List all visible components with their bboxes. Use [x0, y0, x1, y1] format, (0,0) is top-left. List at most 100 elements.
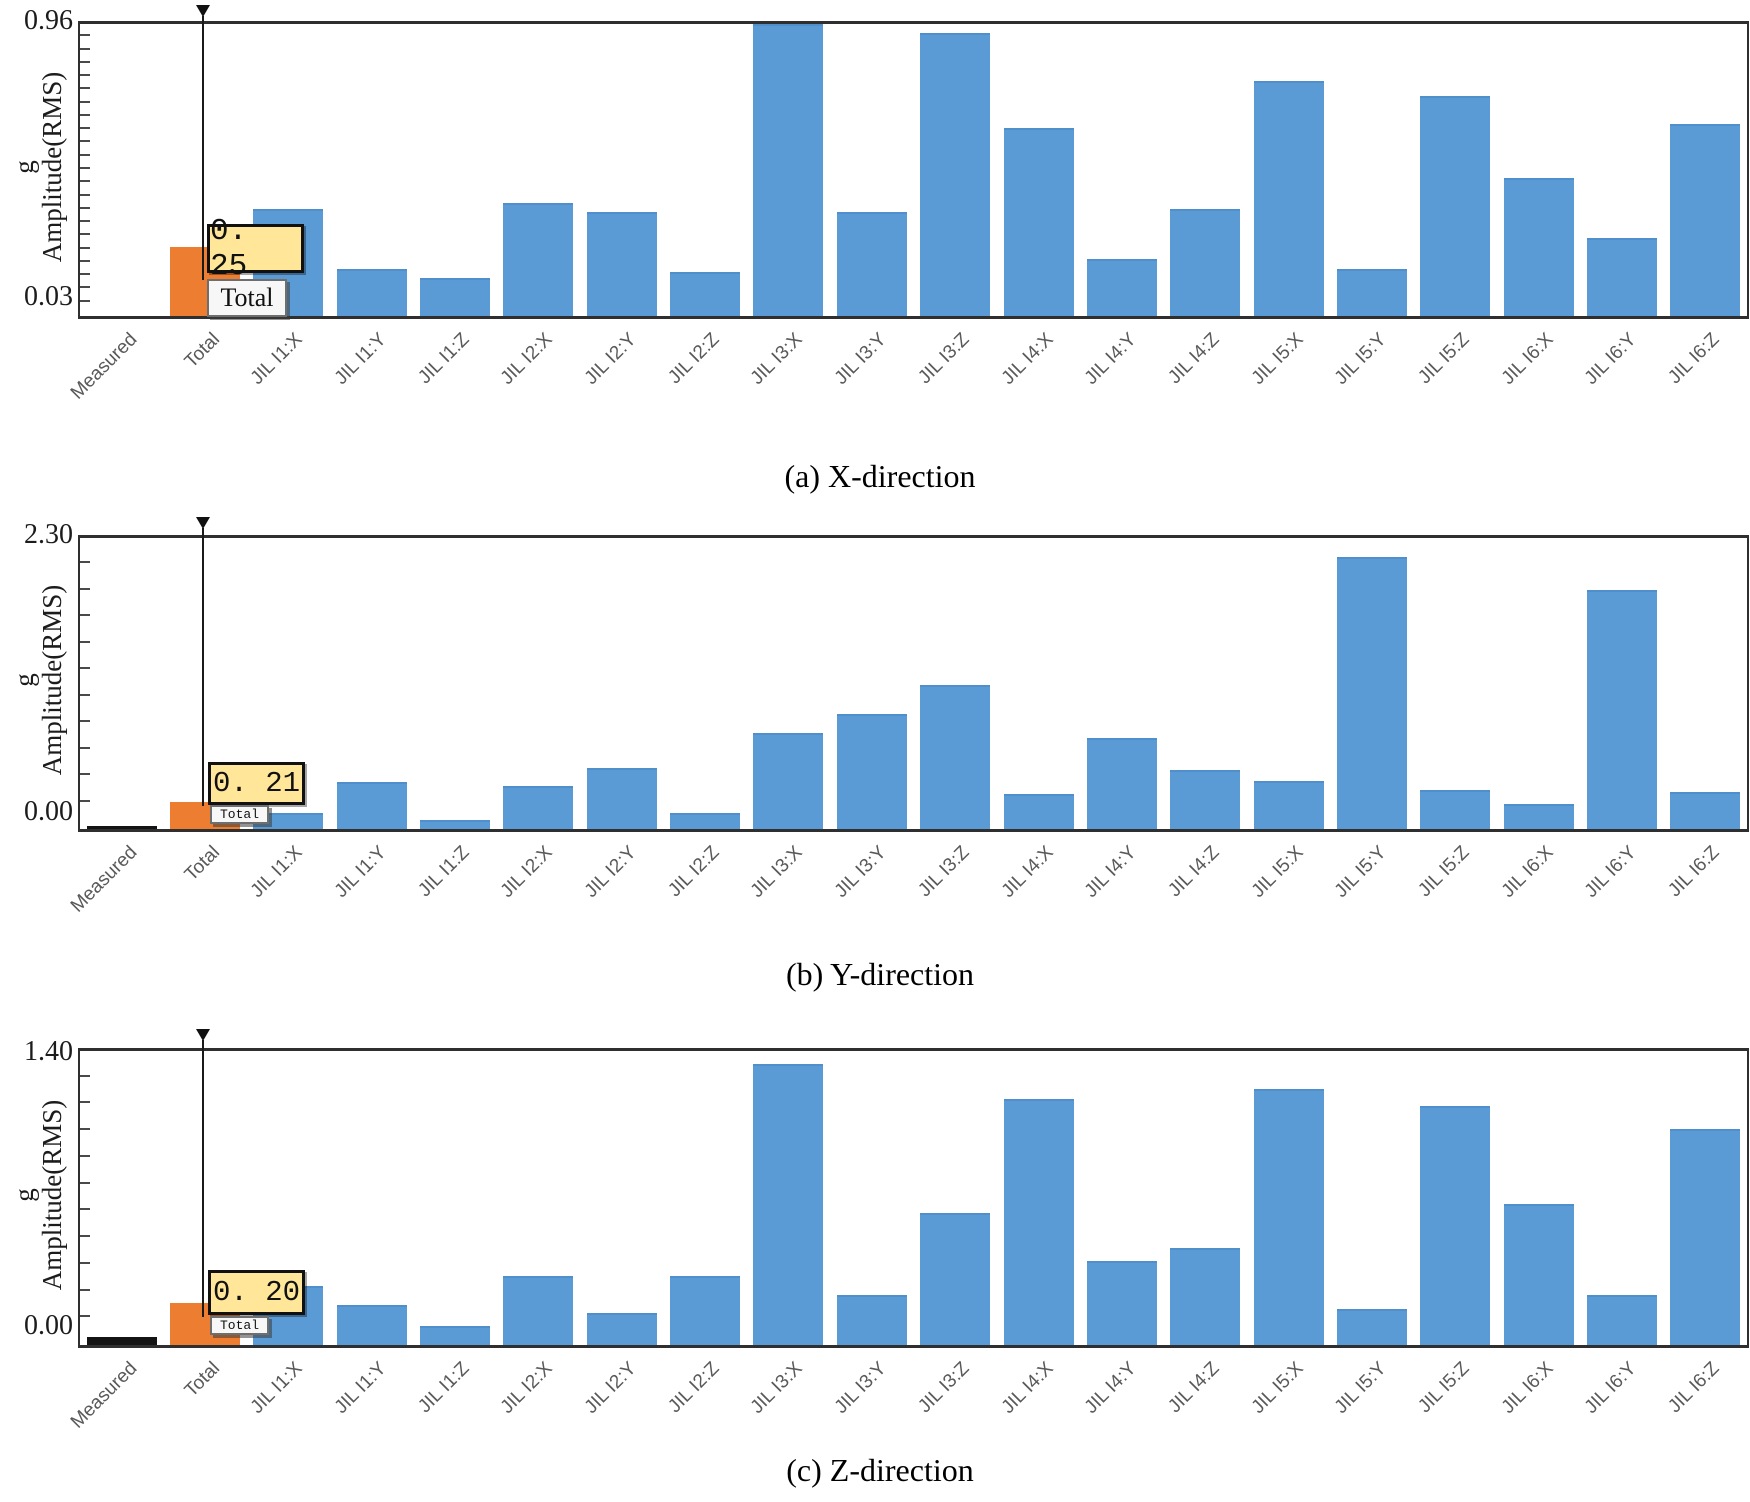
bar-z-jil-i6-y[interactable] — [1587, 1295, 1657, 1345]
y-axis-minor-tick — [80, 74, 90, 77]
bar-z-jil-i5-x[interactable] — [1254, 1089, 1324, 1345]
category-label-jil-i3-x: JIL I3:X — [746, 329, 807, 389]
bar-y-jil-i3-y[interactable] — [837, 714, 907, 829]
y-axis-minor-tick — [80, 259, 90, 262]
bar-x-jil-i5-z[interactable] — [1420, 96, 1490, 316]
y-axis-unit: g — [9, 160, 39, 174]
category-label-jil-i2-z: JIL I2:Z — [664, 329, 724, 389]
category-label-jil-i2-y: JIL I2:Y — [580, 842, 641, 902]
bar-y-jil-i2-x[interactable] — [503, 786, 573, 829]
category-label-jil-i4-z: JIL I4:Z — [1164, 329, 1224, 389]
bar-z-jil-i3-z[interactable] — [920, 1213, 990, 1345]
bar-z-jil-i5-z[interactable] — [1420, 1106, 1490, 1345]
bar-x-jil-i3-y[interactable] — [837, 212, 907, 316]
category-label-jil-i6-z: JIL I6:Z — [1664, 1358, 1724, 1418]
bar-x-jil-i6-z[interactable] — [1670, 124, 1740, 316]
bar-z-jil-i2-y[interactable] — [587, 1313, 657, 1345]
bar-x-jil-i3-x[interactable] — [753, 24, 823, 316]
bar-z-jil-i3-y[interactable] — [837, 1295, 907, 1345]
category-label-jil-i2-y: JIL I2:Y — [580, 329, 641, 389]
category-label-jil-i4-z: JIL I4:Z — [1164, 842, 1224, 902]
bar-x-jil-i5-x[interactable] — [1254, 81, 1324, 316]
bar-y-jil-i2-y[interactable] — [587, 768, 657, 829]
category-label-jil-i5-x: JIL I5:X — [1247, 329, 1308, 389]
bar-x-jil-i6-y[interactable] — [1587, 238, 1657, 316]
y-axis-minor-tick — [80, 100, 90, 103]
category-label-jil-i2-z: JIL I2:Z — [664, 842, 724, 902]
y-axis-minor-tick — [80, 1288, 90, 1291]
category-label-jil-i1-z: JIL I1:Z — [414, 1358, 474, 1418]
category-label-jil-i6-x: JIL I6:X — [1497, 329, 1558, 389]
cursor-line[interactable] — [202, 1040, 204, 1317]
cursor-line[interactable] — [202, 16, 204, 280]
y-axis-max-label: 2.30 — [24, 519, 73, 550]
cursor-marker-icon[interactable] — [196, 1029, 210, 1041]
y-axis-minor-tick — [80, 1074, 90, 1077]
bar-x-jil-i6-x[interactable] — [1504, 178, 1574, 316]
bar-y-jil-i3-z[interactable] — [920, 685, 990, 829]
category-label-jil-i6-x: JIL I6:X — [1497, 1358, 1558, 1418]
cursor-marker-icon[interactable] — [196, 5, 210, 17]
y-axis-min-label: 0.00 — [24, 1310, 73, 1341]
bar-y-measured[interactable] — [87, 826, 157, 829]
bar-x-jil-i1-z[interactable] — [420, 278, 490, 316]
bar-y-jil-i1-z[interactable] — [420, 820, 490, 829]
bar-y-jil-i6-x[interactable] — [1504, 804, 1574, 829]
category-label-jil-i1-y: JIL I1:Y — [330, 329, 391, 389]
bar-y-jil-i4-z[interactable] — [1170, 770, 1240, 829]
bar-y-jil-i5-z[interactable] — [1420, 790, 1490, 829]
bar-z-jil-i1-y[interactable] — [337, 1305, 407, 1345]
bar-x-jil-i4-y[interactable] — [1087, 259, 1157, 316]
category-label-jil-i1-y: JIL I1:Y — [330, 842, 391, 902]
y-axis-title: g Amplitude(RMS) — [9, 1015, 67, 1375]
bar-x-jil-i2-z[interactable] — [670, 272, 740, 316]
category-label-jil-i2-y: JIL I2:Y — [580, 1358, 641, 1418]
category-label-jil-i5-z: JIL I5:Z — [1414, 1358, 1474, 1418]
y-axis-minor-tick — [80, 746, 90, 749]
bar-z-jil-i4-y[interactable] — [1087, 1261, 1157, 1345]
bar-y-jil-i1-y[interactable] — [337, 782, 407, 829]
bar-y-jil-i2-z[interactable] — [670, 813, 740, 829]
bar-y-jil-i4-y[interactable] — [1087, 738, 1157, 829]
y-axis-minor-tick — [80, 299, 90, 302]
bar-z-jil-i6-x[interactable] — [1504, 1204, 1574, 1345]
bar-z-jil-i6-z[interactable] — [1670, 1129, 1740, 1345]
bar-z-jil-i5-y[interactable] — [1337, 1309, 1407, 1345]
bar-y-jil-i4-x[interactable] — [1004, 794, 1074, 829]
bar-x-jil-i1-y[interactable] — [337, 269, 407, 316]
bar-z-jil-i2-z[interactable] — [670, 1276, 740, 1345]
bar-y-jil-i1-x[interactable] — [253, 813, 323, 829]
y-axis-minor-tick — [80, 614, 90, 617]
category-label-jil-i3-z: JIL I3:Z — [914, 1358, 974, 1418]
bar-z-jil-i4-x[interactable] — [1004, 1099, 1074, 1345]
bar-x-jil-i4-x[interactable] — [1004, 128, 1074, 316]
bar-y-jil-i5-x[interactable] — [1254, 781, 1324, 829]
bar-y-jil-i3-x[interactable] — [753, 733, 823, 829]
bar-z-jil-i2-x[interactable] — [503, 1276, 573, 1345]
cursor-marker-icon[interactable] — [196, 517, 210, 529]
bar-y-jil-i5-y[interactable] — [1337, 557, 1407, 829]
category-label-jil-i2-x: JIL I2:X — [496, 1358, 557, 1418]
bar-x-jil-i4-z[interactable] — [1170, 209, 1240, 316]
bar-x-jil-i3-z[interactable] — [920, 33, 990, 316]
y-axis-title: g Amplitude(RMS) — [9, 0, 67, 347]
category-label-jil-i2-x: JIL I2:X — [496, 842, 557, 902]
bar-y-jil-i6-z[interactable] — [1670, 792, 1740, 829]
y-axis-minor-tick — [80, 87, 90, 90]
y-axis-minor-tick — [80, 799, 90, 802]
y-axis-minor-tick — [80, 1128, 90, 1131]
bar-z-jil-i4-z[interactable] — [1170, 1248, 1240, 1345]
category-label-jil-i3-y: JIL I3:Y — [830, 1358, 891, 1418]
bar-x-jil-i5-y[interactable] — [1337, 269, 1407, 316]
bar-y-jil-i6-y[interactable] — [1587, 590, 1657, 829]
bar-z-jil-i1-z[interactable] — [420, 1326, 490, 1345]
bar-z-measured[interactable] — [87, 1337, 157, 1345]
bar-x-jil-i2-x[interactable] — [503, 203, 573, 316]
bar-x-jil-i2-y[interactable] — [587, 212, 657, 316]
y-axis-minor-tick — [80, 34, 90, 37]
y-axis-minor-tick — [80, 693, 90, 696]
bar-z-jil-i3-x[interactable] — [753, 1064, 823, 1345]
cursor-line[interactable] — [202, 528, 204, 806]
category-label-jil-i6-y: JIL I6:Y — [1580, 329, 1641, 389]
y-axis-minor-tick — [80, 1315, 90, 1318]
